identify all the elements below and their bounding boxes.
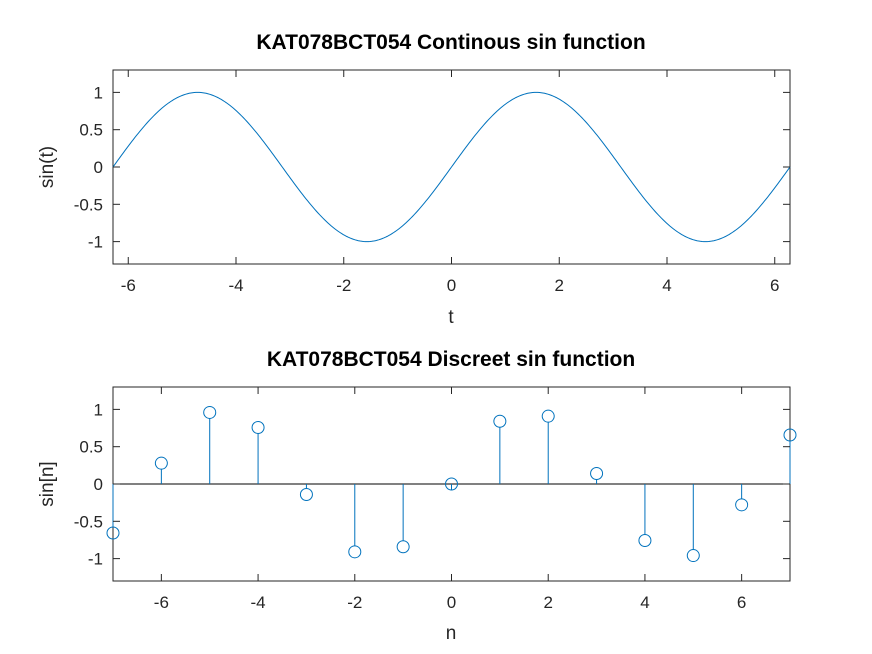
stem-marker (348, 545, 362, 559)
discrete-x-tick-label: 6 (737, 593, 746, 612)
stem-marker (686, 549, 700, 563)
continuous-y-tick-label: -1 (88, 233, 103, 252)
continuous-y-tick-label: 0.5 (79, 121, 103, 140)
discrete-y-tick-label: -1 (88, 550, 103, 569)
discrete-x-tick-label: -2 (347, 593, 362, 612)
discrete-sin-subplot: KAT078BCT054 Discreet sin function -6 -4-… (37, 348, 797, 644)
stem-marker (638, 533, 652, 547)
stem-marker (203, 405, 217, 419)
discrete-y-tick-label: 1 (94, 400, 103, 419)
continuous-y-tick-label: 0 (94, 158, 103, 177)
continuous-x-tick-label: -2 (336, 276, 351, 295)
stem-marker (541, 409, 555, 423)
discrete-x-tick-label: 2 (543, 593, 552, 612)
continuous-x-tick-label: 4 (662, 276, 671, 295)
continuous-sin-subplot: KAT078BCT054 Continous sin function -6 -4… (37, 31, 791, 328)
stem-marker (493, 414, 507, 428)
discrete-series-layer (106, 405, 797, 563)
continuous-series-layer (112, 91, 791, 243)
discrete-plot-title: KAT078BCT054 Discreet sin function (267, 348, 635, 371)
stem-marker (106, 526, 120, 540)
continuous-plot-title: KAT078BCT054 Continous sin function (256, 31, 645, 54)
discrete-x-tick-label: 4 (640, 593, 649, 612)
stem-marker (735, 498, 749, 512)
discrete-y-tick-label: 0.5 (79, 438, 103, 457)
discrete-tick-layer: -6 -4 -2 0 2 4 6 1 0.5 0 -0.5 -1 (74, 387, 790, 612)
continuous-x-tick-label: 6 (770, 276, 779, 295)
stem-marker (590, 466, 604, 480)
discrete-x-tick-label: -6 (154, 593, 169, 612)
continuous-y-tick-label: 1 (94, 83, 103, 102)
continuous-x-tick-label: -4 (228, 276, 243, 295)
sin-curve-line (112, 91, 791, 243)
stem-marker (445, 477, 458, 491)
discrete-y-tick-label: -0.5 (74, 512, 103, 531)
stem-marker (299, 488, 313, 502)
discrete-y-axis-label: sin[n] (37, 461, 58, 506)
continuous-tick-layer: -6 -4 -2 0 2 4 6 1 0.5 0 -0.5 -1 (74, 70, 790, 295)
discrete-y-tick-label: 0 (94, 475, 103, 494)
discrete-x-tick-label: -4 (251, 593, 266, 612)
continuous-y-tick-label: -0.5 (74, 195, 103, 214)
discrete-x-axis-label: n (446, 623, 457, 644)
stem-marker (396, 540, 410, 554)
stem-marker (251, 421, 265, 435)
continuous-x-tick-label: 2 (555, 276, 564, 295)
stem-marker (154, 456, 168, 470)
continuous-y-axis-label: sin(t) (37, 146, 58, 188)
discrete-x-tick-label: 0 (447, 593, 456, 612)
continuous-x-axis-label: t (448, 307, 454, 328)
continuous-x-tick-label: -6 (121, 276, 136, 295)
stem-marker (783, 428, 797, 442)
continuous-x-tick-label: 0 (447, 276, 456, 295)
